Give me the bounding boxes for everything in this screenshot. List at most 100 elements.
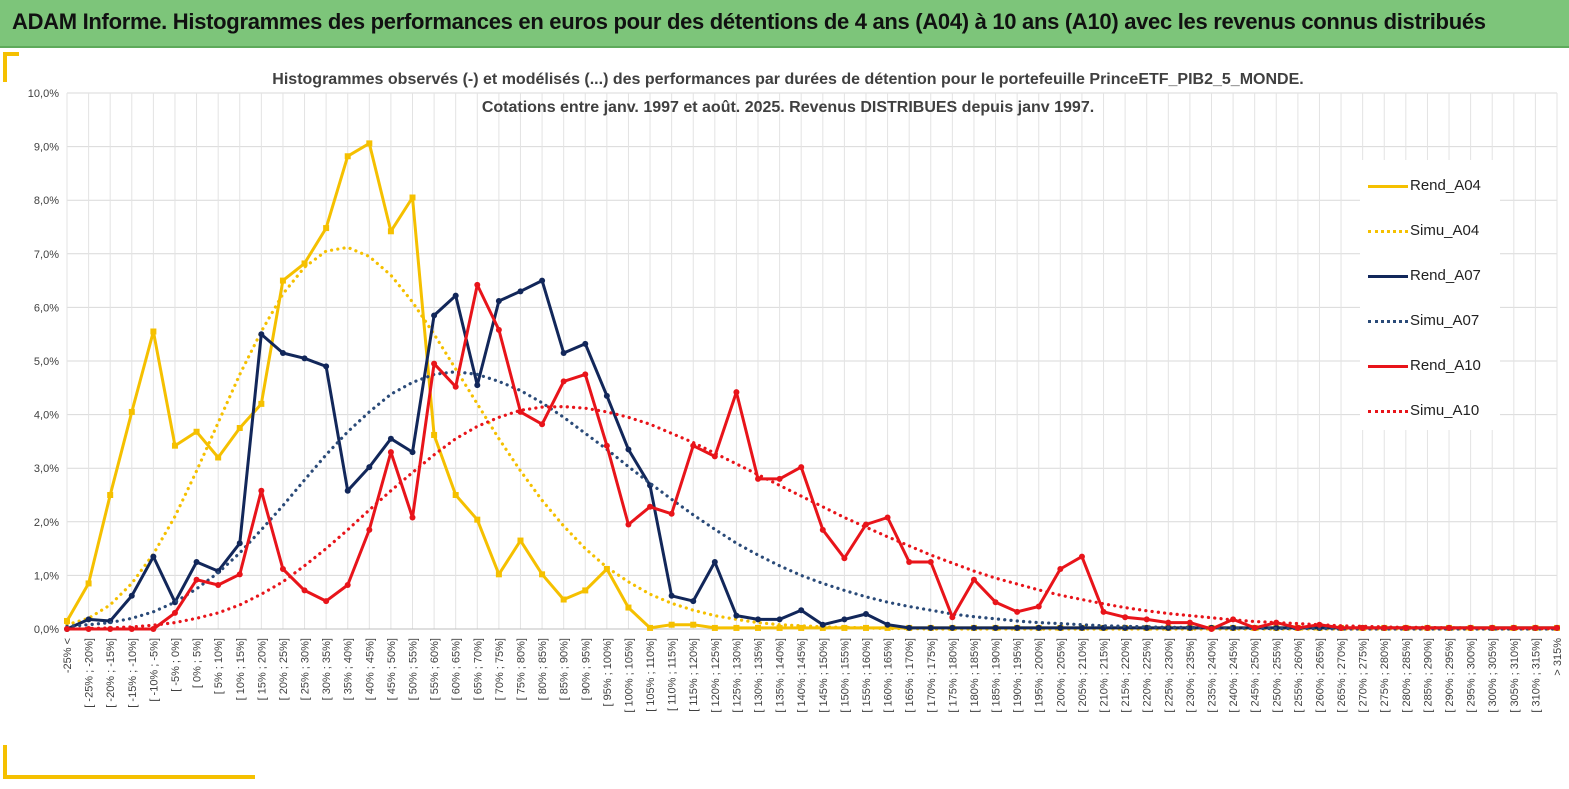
legend-label: Simu_A07 [1410, 312, 1480, 329]
data-point [539, 277, 546, 284]
x-tick-label: [ 225% ; 230%] [1163, 638, 1175, 713]
data-point [841, 624, 848, 631]
data-point [171, 442, 178, 449]
data-point [64, 617, 70, 624]
data-point [906, 624, 913, 631]
data-point [755, 616, 762, 623]
data-point [495, 297, 502, 304]
x-tick-label: [ 20% ; 25%] [278, 638, 290, 700]
data-point [560, 349, 567, 356]
data-point [560, 378, 567, 385]
x-tick-label: [ 80% ; 85%] [537, 638, 549, 700]
x-tick-label: [ 160% ; 165%] [883, 638, 895, 713]
x-tick-label: [ 180% ; 185%] [969, 638, 981, 713]
data-point [927, 624, 934, 631]
x-tick-label: > 315% [1552, 638, 1564, 676]
x-tick-label: [ 255% ; 260%] [1293, 638, 1305, 713]
x-tick-label: [ 30% ; 35%] [321, 638, 333, 700]
x-tick-label: [ 190% ; 195%] [1012, 638, 1024, 713]
data-point [452, 292, 459, 299]
legend-label: Simu_A10 [1410, 402, 1480, 419]
data-point [366, 526, 373, 533]
series-rend-a10 [64, 281, 1560, 632]
x-tick-label: [ -20% ; -15%] [105, 638, 117, 708]
data-point [927, 559, 934, 565]
data-point [409, 514, 416, 521]
data-point [431, 360, 438, 367]
data-point [150, 328, 157, 335]
x-axis-ticks: -25% < [ -25% ; -20%] [ -20% ; -15%] [ -15%… [62, 638, 1564, 713]
x-tick-label: [ 185% ; 190%] [991, 638, 1003, 713]
legend-swatch [1368, 230, 1408, 233]
x-tick-label: [ -10% ; -5%] [148, 638, 160, 702]
data-point [150, 553, 157, 560]
data-point [279, 349, 286, 356]
x-tick-label: [ 170% ; 175%] [926, 638, 938, 713]
data-point [539, 421, 546, 428]
data-point [323, 363, 330, 370]
x-tick-label: [ 230% ; 235%] [1185, 638, 1197, 713]
legend-label: Rend_A07 [1410, 267, 1481, 284]
data-point [603, 392, 610, 399]
x-tick-label: [ 70% ; 75%] [494, 638, 506, 700]
x-tick-label: [ 15% ; 20%] [256, 638, 268, 700]
data-point [409, 449, 416, 456]
data-point [668, 592, 675, 599]
data-point [193, 576, 200, 583]
data-point [323, 225, 330, 232]
x-tick-label: [ -5% ; 0%] [170, 638, 182, 692]
x-tick-label: [ 270% ; 275%] [1358, 638, 1370, 713]
x-tick-label: [ 35% ; 40%] [343, 638, 355, 700]
data-point [1078, 553, 1085, 560]
data-point [236, 425, 243, 431]
legend-swatch [1368, 185, 1408, 188]
x-tick-label: [ 250% ; 255%] [1271, 638, 1283, 713]
series-line-simu-a04 [65, 245, 1559, 631]
x-tick-label: [ -25% ; -20%] [84, 638, 96, 708]
data-point [603, 442, 610, 449]
data-point [236, 540, 243, 547]
data-point [1078, 624, 1085, 631]
data-point [1057, 565, 1064, 572]
y-tick-label: 7,0% [34, 249, 59, 261]
data-point [970, 576, 977, 583]
x-tick-label: [ 25% ; 30%] [300, 638, 312, 700]
data-point [1165, 619, 1172, 626]
legend-item-rend-a07: Rend_A07 [1360, 264, 1500, 288]
data-point [171, 609, 178, 616]
series-simu-a07 [65, 370, 1559, 631]
page-banner: ADAM Informe. Histogrammes des performan… [0, 0, 1569, 48]
data-point [452, 383, 459, 390]
x-tick-label: [ 5% ; 10%] [213, 638, 225, 694]
y-tick-label: 3,0% [34, 463, 59, 475]
data-point [647, 503, 654, 510]
data-point [1186, 619, 1193, 626]
x-tick-label: [ 165% ; 170%] [904, 638, 916, 713]
x-tick-label: [ 215% ; 220%] [1120, 638, 1132, 713]
data-point [819, 526, 826, 533]
data-point [582, 340, 589, 347]
data-point [992, 599, 999, 606]
data-point [798, 607, 805, 614]
data-point [258, 400, 265, 407]
legend-item-rend-a04: Rend_A04 [1360, 174, 1500, 198]
series-line-rend-a07 [65, 279, 1559, 631]
data-point [279, 565, 286, 572]
legend-swatch [1368, 410, 1408, 413]
legend-item-simu-a10: Simu_A10 [1360, 399, 1500, 423]
x-tick-label: [ 110% ; 115%] [667, 638, 679, 711]
data-point [387, 228, 394, 235]
data-point [1294, 624, 1301, 631]
data-point [301, 355, 308, 362]
x-tick-label: [ 120% ; 125%] [710, 638, 722, 713]
x-tick-label: [ 220% ; 225%] [1142, 638, 1154, 713]
x-tick-label: [ 285% ; 290%] [1422, 638, 1434, 713]
data-point [452, 492, 459, 498]
data-point [690, 442, 697, 449]
data-point [539, 571, 546, 578]
data-point [474, 516, 481, 523]
data-point [128, 408, 135, 415]
data-point [431, 312, 438, 319]
data-point [776, 475, 783, 482]
x-tick-label: [ 295% ; 300%] [1466, 638, 1478, 713]
